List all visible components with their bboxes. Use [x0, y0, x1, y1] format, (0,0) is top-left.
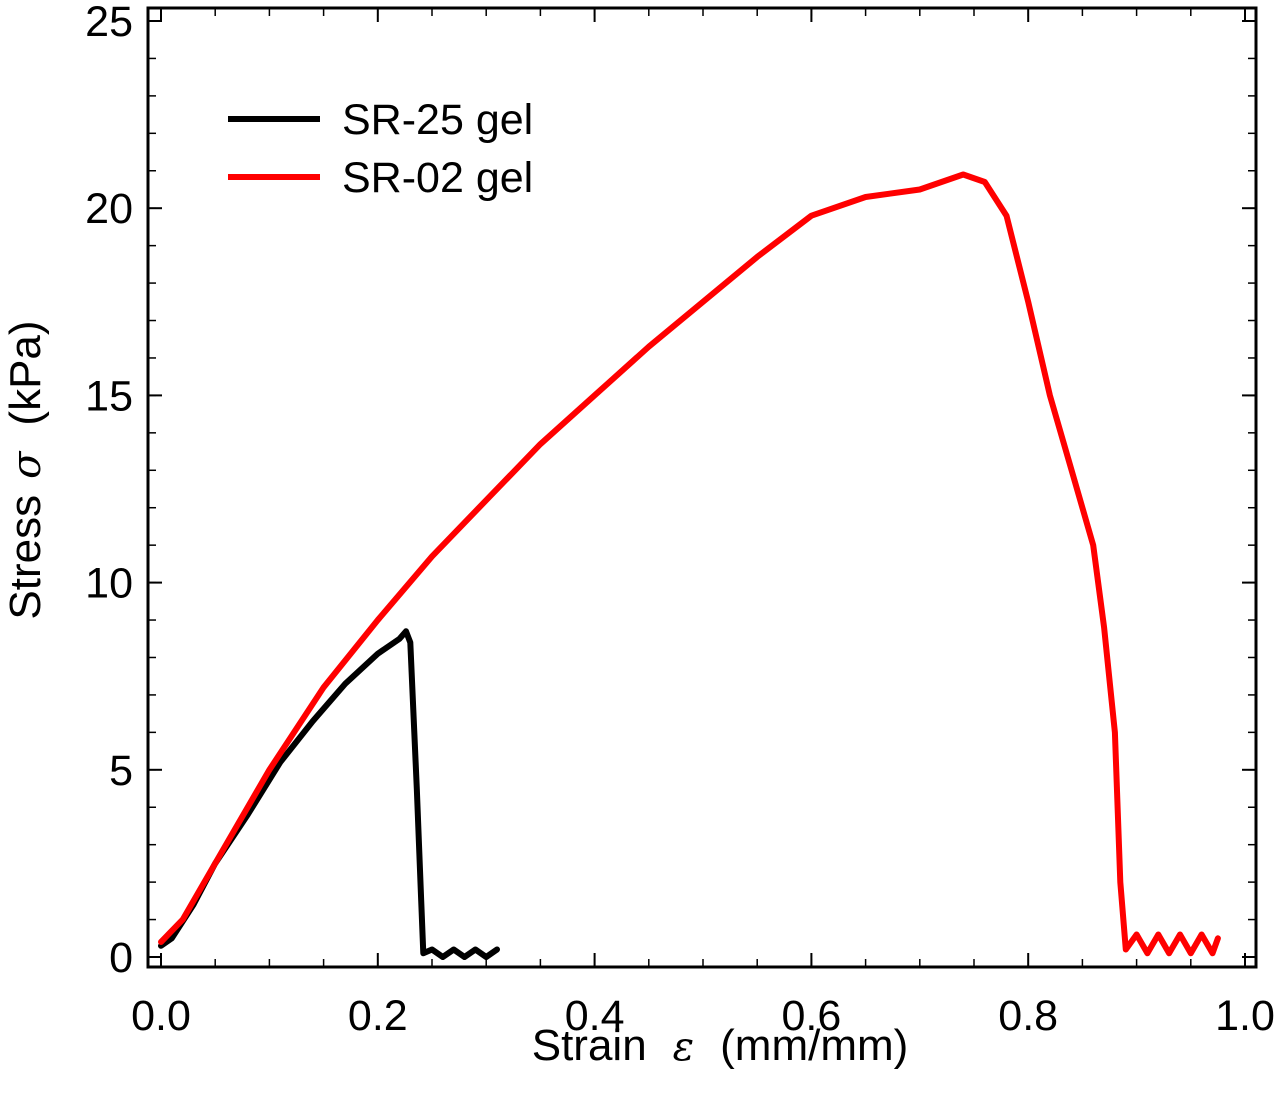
y-tick-label: 0 — [109, 934, 133, 982]
y-tick-label: 5 — [109, 747, 133, 795]
y-tick-label: 10 — [85, 560, 133, 608]
x-tick-label: 0.2 — [348, 992, 408, 1040]
x-tick-label: 1.0 — [1215, 992, 1275, 1040]
series-line-sr-02-gel — [158, 171, 1221, 957]
y-tick-label: 20 — [85, 185, 133, 233]
major-ticks — [148, 8, 1256, 967]
x-tick-label: 0.8 — [998, 992, 1058, 1040]
minor-ticks — [148, 8, 1256, 967]
y-tick-labels: 0 5 10 15 20 25 — [85, 0, 133, 982]
plot-frame — [146, 6, 1258, 969]
legend-label-sr-25: SR-25 gel — [342, 96, 533, 144]
series-lines — [158, 171, 1221, 960]
x-tick-label: 0.4 — [565, 992, 625, 1040]
legend-label-sr-02: SR-02 gel — [342, 154, 533, 202]
y-axis-title: Stress σ (kPa) — [1, 320, 50, 619]
y-tick-label: 25 — [85, 0, 133, 46]
x-tick-label: 0.6 — [782, 992, 842, 1040]
x-axis-title: Strain ε (mm/mm) — [532, 1021, 909, 1070]
x-tick-label: 0.0 — [131, 992, 191, 1040]
legend: SR-25 gel SR-02 gel — [228, 96, 533, 202]
y-tick-label: 15 — [85, 372, 133, 420]
x-tick-labels: 0.0 0.2 0.4 0.6 0.8 1.0 — [131, 992, 1275, 1040]
